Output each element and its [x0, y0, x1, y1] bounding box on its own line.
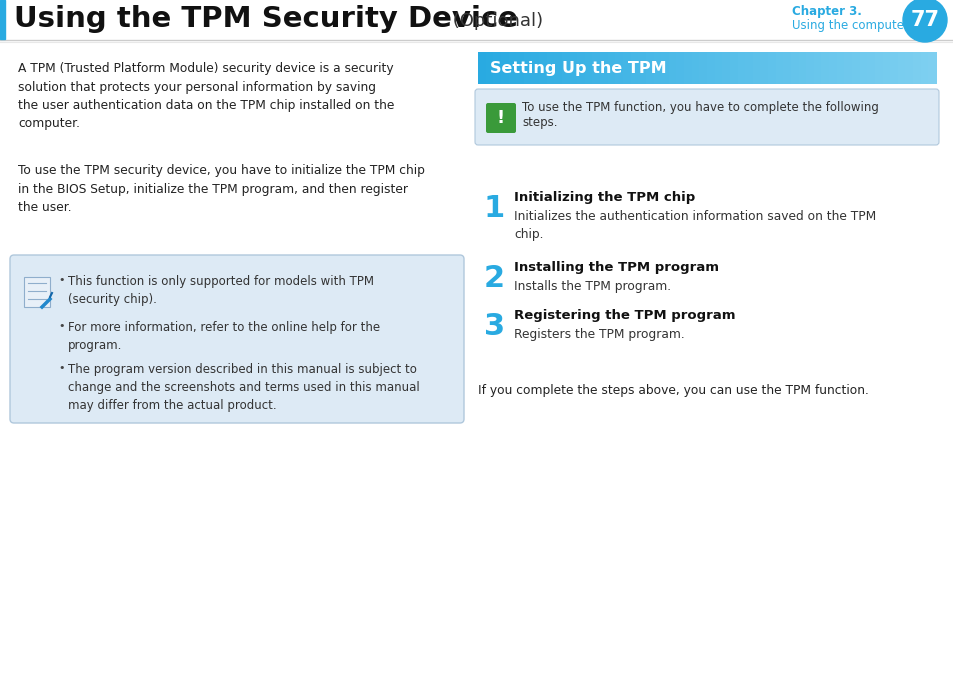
Bar	[538, 52, 547, 84]
Bar	[554, 52, 562, 84]
Bar	[660, 52, 669, 84]
Bar	[714, 52, 722, 84]
Bar	[630, 52, 639, 84]
FancyBboxPatch shape	[475, 89, 938, 145]
Bar	[920, 52, 928, 84]
Bar	[0, 0, 5, 39]
Circle shape	[902, 0, 946, 42]
Bar	[760, 52, 768, 84]
Bar	[531, 52, 539, 84]
Bar	[683, 52, 692, 84]
Bar	[927, 52, 936, 84]
Bar	[813, 52, 821, 84]
Text: •: •	[58, 363, 65, 373]
Bar	[622, 52, 631, 84]
Text: Installs the TPM program.: Installs the TPM program.	[514, 280, 670, 293]
Bar	[882, 52, 890, 84]
Bar	[493, 52, 501, 84]
Bar	[645, 52, 654, 84]
Bar	[782, 52, 791, 84]
Bar	[752, 52, 760, 84]
Bar	[561, 52, 570, 84]
Bar	[721, 52, 730, 84]
Bar	[592, 52, 600, 84]
Bar	[821, 52, 829, 84]
Bar	[607, 52, 616, 84]
FancyBboxPatch shape	[485, 103, 516, 133]
Bar	[775, 52, 783, 84]
Bar	[546, 52, 555, 84]
Bar	[737, 52, 745, 84]
Text: Installing the TPM program: Installing the TPM program	[514, 261, 719, 274]
Bar	[577, 52, 585, 84]
Bar	[767, 52, 776, 84]
Bar	[912, 52, 921, 84]
Text: To use the TPM security device, you have to initialize the TPM chip
in the BIOS : To use the TPM security device, you have…	[18, 164, 424, 214]
Bar	[516, 52, 524, 84]
Bar	[523, 52, 532, 84]
Text: •: •	[58, 275, 65, 285]
Text: !: !	[497, 109, 504, 127]
FancyBboxPatch shape	[10, 255, 463, 423]
Text: steps.: steps.	[521, 116, 557, 129]
Bar	[897, 52, 905, 84]
Bar	[843, 52, 852, 84]
Bar	[805, 52, 814, 84]
Bar	[904, 52, 913, 84]
Bar	[485, 52, 494, 84]
Text: Registering the TPM program: Registering the TPM program	[514, 309, 735, 322]
Bar	[691, 52, 700, 84]
Bar	[508, 52, 517, 84]
Text: 2: 2	[483, 264, 504, 293]
Text: 1: 1	[483, 194, 505, 223]
Bar	[874, 52, 882, 84]
Text: The program version described in this manual is subject to
change and the screen: The program version described in this ma…	[68, 363, 419, 412]
Bar	[24, 277, 50, 307]
Text: For more information, refer to the online help for the
program.: For more information, refer to the onlin…	[68, 321, 379, 352]
Bar	[889, 52, 898, 84]
Text: Setting Up the TPM: Setting Up the TPM	[490, 60, 666, 76]
Bar	[477, 52, 486, 84]
Bar	[615, 52, 623, 84]
Bar	[569, 52, 578, 84]
Bar	[729, 52, 738, 84]
Bar	[866, 52, 875, 84]
Text: To use the TPM function, you have to complete the following: To use the TPM function, you have to com…	[521, 101, 878, 114]
Text: 77: 77	[909, 10, 939, 30]
Bar	[798, 52, 806, 84]
Text: Using the computer: Using the computer	[791, 18, 908, 32]
Bar	[668, 52, 677, 84]
Text: (Optional): (Optional)	[447, 12, 542, 30]
Text: A TPM (Trusted Platform Module) security device is a security
solution that prot: A TPM (Trusted Platform Module) security…	[18, 62, 394, 131]
Text: Registers the TPM program.: Registers the TPM program.	[514, 328, 684, 341]
Bar	[699, 52, 707, 84]
Text: Using the TPM Security Device: Using the TPM Security Device	[14, 5, 517, 33]
Bar	[836, 52, 844, 84]
Bar	[500, 52, 509, 84]
Bar	[653, 52, 661, 84]
Bar	[706, 52, 715, 84]
Bar	[851, 52, 860, 84]
Bar	[638, 52, 646, 84]
Text: •: •	[58, 321, 65, 331]
Bar	[790, 52, 799, 84]
Bar	[584, 52, 593, 84]
Bar	[828, 52, 837, 84]
Bar	[859, 52, 867, 84]
Text: This function is only supported for models with TPM
(security chip).: This function is only supported for mode…	[68, 275, 374, 306]
Text: 3: 3	[483, 312, 504, 341]
Text: Initializing the TPM chip: Initializing the TPM chip	[514, 191, 695, 204]
Bar	[744, 52, 753, 84]
Text: Chapter 3.: Chapter 3.	[791, 5, 861, 18]
Bar	[676, 52, 684, 84]
Text: If you complete the steps above, you can use the TPM function.: If you complete the steps above, you can…	[477, 384, 868, 397]
Text: Initializes the authentication information saved on the TPM
chip.: Initializes the authentication informati…	[514, 210, 876, 241]
Bar	[599, 52, 608, 84]
